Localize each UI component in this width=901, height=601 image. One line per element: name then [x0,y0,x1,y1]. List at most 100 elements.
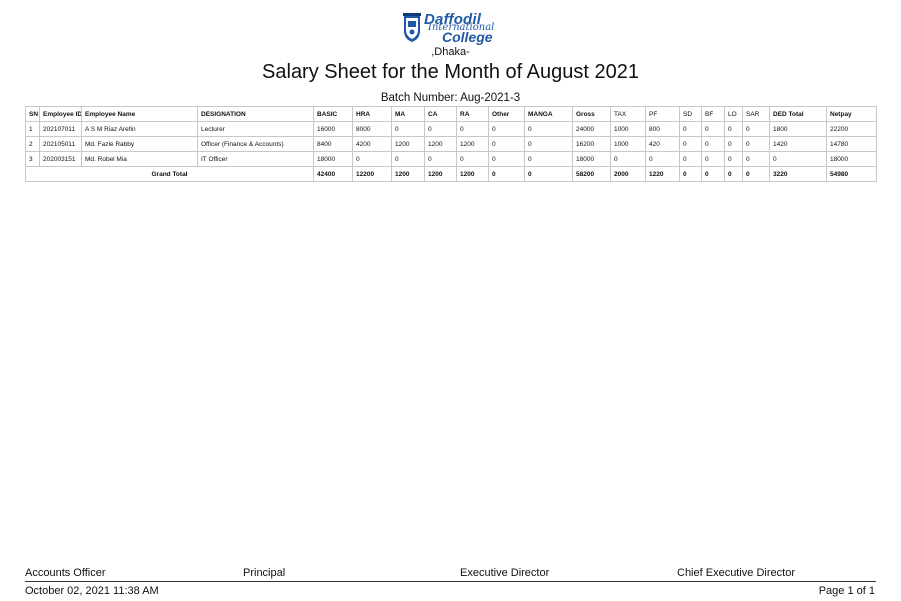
cell-netpay: 22200 [826,121,877,137]
total-basic: 42400 [313,166,353,182]
col-header-bf: BF [701,106,725,122]
print-timestamp: October 02, 2021 11:38 AM [25,585,159,597]
total-ma: 1200 [391,166,425,182]
cell-ca: 0 [424,121,457,137]
cell-ra: 0 [456,151,489,167]
cell-ded-total: 0 [769,151,827,167]
cell-other: 0 [488,136,525,152]
col-header-other: Other [488,106,525,122]
cell-employee-id: 202003151 [39,151,82,167]
total-other: 0 [488,166,525,182]
cell-employee-id: 202105011 [39,136,82,152]
cell-netpay: 14780 [826,136,877,152]
cell-hra: 8000 [352,121,392,137]
total-sd: 0 [679,166,702,182]
col-header-tax: TAX [610,106,646,122]
table-row: 2 202105011 Md. Fazle Rabby Officer (Fin… [25,136,877,152]
cell-ma: 1200 [391,136,425,152]
cell-designation: Officer (Finance & Accounts) [197,136,314,152]
cell-lo: 0 [724,151,743,167]
total-netpay: 54980 [826,166,877,182]
cell-manga: 0 [524,136,573,152]
col-header-designation: DESIGNATION [197,106,314,122]
cell-netpay: 18000 [826,151,877,167]
cell-pf: 420 [645,136,680,152]
col-header-netpay: Netpay [826,106,877,122]
col-header-sar: SAR [742,106,770,122]
cell-ma: 0 [391,121,425,137]
col-header-gross: Gross [572,106,611,122]
cell-sd: 0 [679,121,702,137]
total-bf: 0 [701,166,725,182]
total-pf: 1220 [645,166,680,182]
cell-sar: 0 [742,136,770,152]
cell-hra: 0 [352,151,392,167]
cell-manga: 0 [524,121,573,137]
cell-ca: 0 [424,151,457,167]
logo-text-international: International [428,22,495,33]
grand-total-row: Grand Total 42400 12200 1200 1200 1200 0… [25,166,877,182]
total-hra: 12200 [352,166,392,182]
total-ca: 1200 [424,166,457,182]
col-header-employee-id: Employee ID [39,106,82,122]
crest-icon [403,13,421,42]
page-title: Salary Sheet for the Month of August 202… [262,61,639,83]
footer-divider [25,581,876,582]
col-header-ma: MA [391,106,425,122]
cell-lo: 0 [724,136,743,152]
cell-sd: 0 [679,151,702,167]
cell-sn: 2 [25,136,40,152]
cell-tax: 1000 [610,121,646,137]
cell-ra: 1200 [456,136,489,152]
cell-bf: 0 [701,136,725,152]
col-header-employee-name: Employee Name [81,106,198,122]
col-header-sn: SN [25,106,40,122]
cell-manga: 0 [524,151,573,167]
cell-lo: 0 [724,121,743,137]
cell-employee-id: 202107011 [39,121,82,137]
cell-tax: 1000 [610,136,646,152]
col-header-sd: SD [679,106,702,122]
cell-ra: 0 [456,121,489,137]
total-ded-total: 3220 [769,166,827,182]
cell-pf: 800 [645,121,680,137]
page-number: Page 1 of 1 [818,585,875,597]
col-header-hra: HRA [352,106,392,122]
cell-employee-name: Md. Robel Mia [81,151,198,167]
signature-principal: Principal [243,567,286,579]
logo-text-college: College [442,29,493,45]
col-header-basic: BASIC [313,106,353,122]
cell-ded-total: 1800 [769,121,827,137]
total-sar: 0 [742,166,770,182]
logo-text-daffodil: Daffodil [424,11,482,28]
cell-sar: 0 [742,121,770,137]
cell-other: 0 [488,121,525,137]
total-ra: 1200 [456,166,489,182]
cell-sn: 3 [25,151,40,167]
cell-sar: 0 [742,151,770,167]
cell-basic: 16000 [313,121,353,137]
signature-chief-executive-director: Chief Executive Director [677,567,795,579]
college-logo: Daffodil International College [402,11,502,46]
signature-accounts-officer: Accounts Officer [25,567,106,579]
cell-other: 0 [488,151,525,167]
cell-employee-name: A S M Riaz Arefin [81,121,198,137]
total-tax: 2000 [610,166,646,182]
signature-executive-director: Executive Director [460,567,550,579]
cell-hra: 4200 [352,136,392,152]
col-header-ca: CA [424,106,457,122]
cell-bf: 0 [701,151,725,167]
cell-bf: 0 [701,121,725,137]
grand-total-label: Grand Total [25,166,314,182]
col-header-pf: PF [645,106,680,122]
col-header-ded-total: DED Total [769,106,827,122]
col-header-manga: MANGA [524,106,573,122]
batch-number: Batch Number: Aug-2021-3 [380,92,521,104]
cell-gross: 16200 [572,136,611,152]
cell-basic: 18000 [313,151,353,167]
total-gross: 58200 [572,166,611,182]
table-row: 3 202003151 Md. Robel Mia IT Officer 180… [25,151,877,167]
cell-tax: 0 [610,151,646,167]
table-row: 1 202107011 A S M Riaz Arefin Lecturer 1… [25,121,877,137]
